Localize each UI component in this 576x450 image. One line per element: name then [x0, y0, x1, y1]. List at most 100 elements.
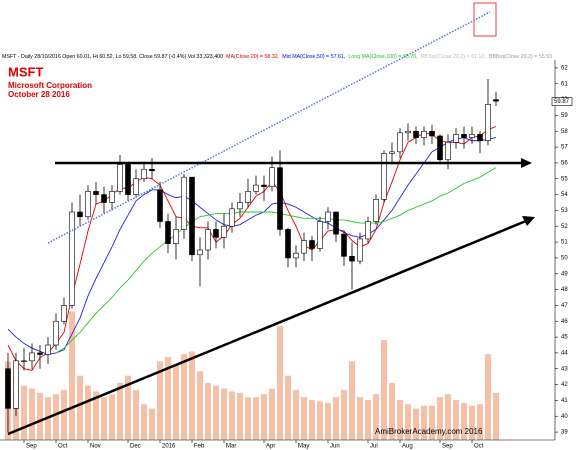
- volume-bar: [333, 397, 339, 440]
- x-tick-label: Dec: [130, 444, 141, 450]
- candle-body: [421, 130, 427, 138]
- volume-bar: [245, 397, 251, 440]
- volume-bar: [101, 397, 107, 440]
- volume-bar: [237, 392, 243, 440]
- candle-body: [437, 135, 443, 161]
- y-tick-label: 61: [561, 81, 568, 87]
- last-price-box: [551, 97, 573, 106]
- candle-body: [149, 168, 155, 172]
- candle-body: [13, 360, 19, 409]
- volume-bar: [485, 354, 491, 440]
- highlight-box: [473, 2, 497, 37]
- y-tick-label: 42: [561, 382, 568, 388]
- volume-bar: [469, 405, 475, 440]
- y-tick-label: 47: [561, 303, 568, 309]
- last-price-label: 59.87: [554, 99, 570, 105]
- candle-body: [453, 134, 459, 143]
- candle-body: [189, 176, 195, 256]
- volume-bar: [341, 390, 347, 440]
- y-tick-label: 51: [561, 240, 568, 246]
- volume-bar: [445, 394, 451, 440]
- x-tick-label: Jun: [330, 444, 340, 450]
- volume-bar: [109, 394, 115, 440]
- candle-body: [229, 208, 235, 227]
- volume-bar: [301, 397, 307, 440]
- candle-body: [37, 352, 43, 355]
- candle-body: [469, 134, 475, 138]
- y-tick-label: 55: [561, 176, 568, 182]
- candle-body: [493, 99, 499, 102]
- header-part: BBBot(Close,20,2) = 55.53: [489, 54, 552, 60]
- x-tick-label: Sep: [26, 444, 37, 450]
- volume-bar: [157, 361, 163, 440]
- volume-bar: [421, 405, 427, 440]
- volume-layer: [5, 311, 499, 440]
- x-tick-label: Feb: [194, 444, 205, 450]
- x-tick-label: Aug: [402, 444, 413, 450]
- y-tick-label: 50: [561, 255, 568, 261]
- candle-body: [85, 191, 91, 218]
- header-part: MSFT - Daily 28/10/2016 Open 60.01, Hi 6…: [2, 54, 223, 60]
- candle-body: [61, 305, 67, 322]
- candle-body: [341, 233, 347, 257]
- y-tick-label: 45: [561, 335, 568, 341]
- volume-bar: [37, 392, 43, 440]
- x-tick-label: Nov: [90, 444, 101, 450]
- y-tick-label: 56: [561, 160, 568, 166]
- volume-bar: [325, 402, 331, 440]
- volume-bar: [53, 394, 59, 440]
- ticker: MSFT: [8, 64, 43, 79]
- date-label: October 28 2016: [8, 90, 70, 99]
- candle-body: [325, 211, 331, 222]
- candle-body: [485, 104, 491, 142]
- candle-body: [381, 153, 387, 200]
- volume-bar: [317, 401, 323, 440]
- candle-body: [53, 320, 59, 346]
- candle-body: [205, 229, 211, 251]
- candle-body: [213, 229, 219, 238]
- header: MSFT - Daily 28/10/2016 Open 60.01, Hi 6…: [2, 54, 552, 60]
- volume-bar: [141, 404, 147, 440]
- y-tick-label: 46: [561, 319, 568, 325]
- moving-average: [7, 137, 497, 355]
- volume-bar: [165, 357, 171, 440]
- y-tick-label: 48: [561, 287, 568, 293]
- volume-bar: [125, 375, 131, 440]
- volume-bar: [21, 385, 27, 440]
- candle-body: [5, 368, 11, 409]
- x-tick-label: Oct: [58, 444, 68, 450]
- y-tick-label: 58: [561, 129, 568, 135]
- volume-bar: [493, 392, 499, 440]
- y-tick-label: 62: [561, 65, 568, 71]
- price-layer: [5, 79, 499, 433]
- volume-bar: [365, 400, 371, 440]
- candle-body: [101, 194, 107, 203]
- candle-body: [413, 130, 419, 138]
- y-tick-label: 54: [561, 192, 568, 198]
- candle-body: [461, 134, 467, 138]
- volume-bar: [85, 385, 91, 440]
- candle-body: [309, 240, 315, 249]
- volume-bar: [405, 404, 411, 440]
- volume-bar: [381, 340, 387, 440]
- volume-bar: [77, 375, 83, 440]
- candle-body: [373, 199, 379, 222]
- volume-bar: [453, 400, 459, 440]
- candle-body: [117, 164, 123, 192]
- header-part: Mid MA(Close,50) = 57.61,: [282, 54, 345, 60]
- candle-body: [253, 184, 259, 192]
- candle-body: [173, 229, 179, 244]
- volume-bar: [69, 311, 75, 440]
- volume-bar: [261, 394, 267, 440]
- y-tick-label: 41: [561, 398, 568, 404]
- candle-body: [181, 176, 187, 230]
- candle-body: [277, 167, 283, 230]
- x-tick-label: Apr: [266, 444, 275, 450]
- candle-body: [357, 238, 363, 262]
- x-tick-label: Oct: [474, 444, 484, 450]
- company: Microsoft Corporation: [8, 81, 92, 90]
- candle-body: [317, 221, 323, 249]
- volume-bar: [213, 385, 219, 440]
